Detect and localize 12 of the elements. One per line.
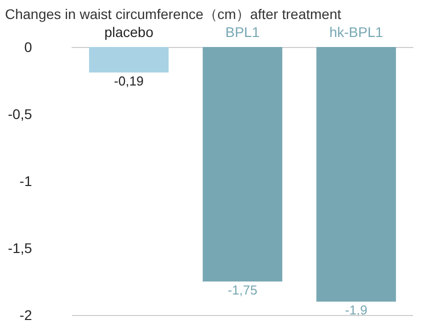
y-tick-label: -1 — [20, 173, 32, 189]
chart-title: Changes in waist circumference（cm）after treatment — [5, 6, 342, 22]
y-tick-label: -1,5 — [8, 240, 32, 256]
x-tick-label: placebo — [104, 24, 154, 40]
y-tick-label: -0,5 — [8, 106, 32, 122]
y-tick-label: 0 — [24, 39, 32, 55]
x-tick-label: hk-BPL1 — [329, 24, 384, 40]
x-tick-label: BPL1 — [225, 24, 260, 40]
data-label: -1,9 — [344, 302, 368, 318]
y-tick-label: -2 — [20, 307, 32, 323]
data-label: -1,75 — [228, 282, 258, 298]
data-label: -0,19 — [114, 73, 144, 88]
